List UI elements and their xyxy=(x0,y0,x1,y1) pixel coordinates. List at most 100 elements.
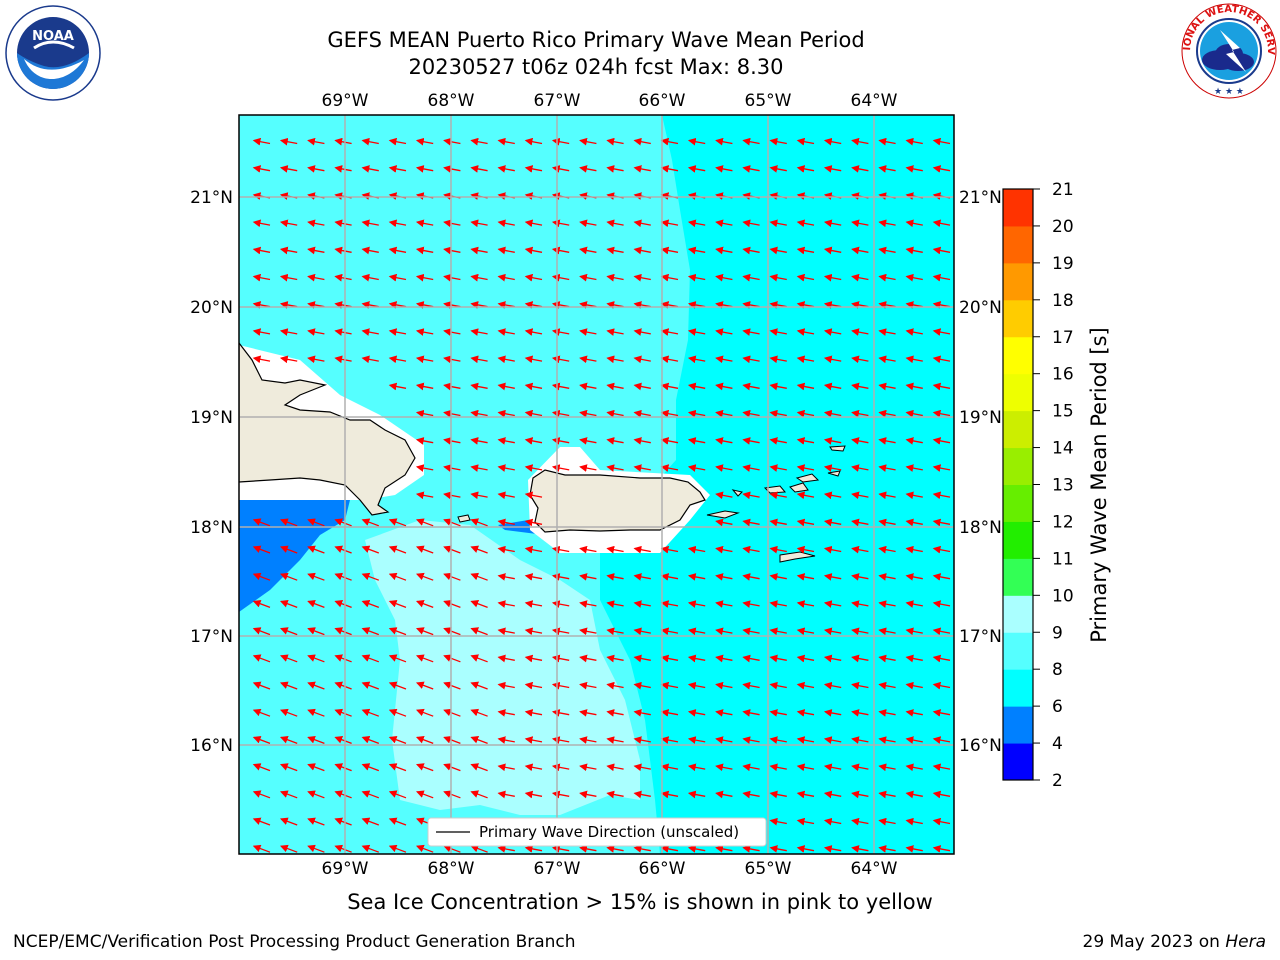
wave-vector xyxy=(524,328,543,336)
wave-vector xyxy=(851,409,869,418)
land-anegada xyxy=(827,470,841,477)
wave-vector xyxy=(551,219,570,228)
wave-vector xyxy=(334,165,352,173)
wave-vector xyxy=(796,382,815,391)
wave-vector xyxy=(334,246,352,255)
wave-vector xyxy=(470,681,488,690)
wave-vector xyxy=(769,137,787,146)
wave-vector xyxy=(279,790,298,799)
wave-vector xyxy=(524,600,543,608)
wave-vector xyxy=(932,491,951,500)
wave-vector xyxy=(279,681,298,690)
colorbar-segment xyxy=(1003,225,1033,264)
graticule xyxy=(239,115,954,854)
wave-vector xyxy=(932,600,951,608)
colorbar-segment xyxy=(1003,336,1033,375)
wave-vector xyxy=(796,328,815,336)
wave-vector xyxy=(252,328,271,336)
wave-vector xyxy=(579,165,597,173)
land-culebra xyxy=(731,489,743,497)
wave-vector xyxy=(579,790,597,799)
wave-vector xyxy=(932,328,951,336)
wave-vector xyxy=(579,845,597,853)
wave-vector xyxy=(851,382,869,391)
wave-vector xyxy=(932,681,951,690)
wave-vector xyxy=(388,246,407,255)
lat-label: 20°N xyxy=(190,298,233,318)
wave-vector xyxy=(307,328,325,336)
wave-vector xyxy=(307,600,325,609)
wave-vector xyxy=(252,165,271,173)
wave-vector xyxy=(307,518,325,527)
wave-vector xyxy=(606,573,624,581)
wave-vector xyxy=(687,328,706,336)
wave-vector xyxy=(388,219,407,228)
wave-vector xyxy=(742,763,760,772)
wave-vector xyxy=(905,790,923,799)
lon-label: 68°W xyxy=(428,91,475,111)
wave-vector xyxy=(579,464,597,472)
lon-label: 69°W xyxy=(322,859,369,879)
wave-vector xyxy=(715,382,733,391)
wave-vector xyxy=(470,437,488,445)
wave-vector xyxy=(660,246,679,255)
wave-vector xyxy=(742,273,760,282)
colorbar-tick-label: 9 xyxy=(1052,623,1063,643)
wave-vector xyxy=(579,681,597,690)
wave-vector xyxy=(851,763,869,772)
wave-vector xyxy=(932,165,951,173)
wave-vector xyxy=(415,708,434,717)
wave-vector xyxy=(823,709,842,717)
wave-vector xyxy=(279,763,298,772)
wave-vector xyxy=(823,137,842,146)
wave-vector xyxy=(470,165,488,173)
wave-vector xyxy=(769,246,787,255)
wave-vector xyxy=(851,328,869,336)
wave-vector xyxy=(307,736,325,745)
wave-vector xyxy=(279,572,298,581)
lat-label: 16°N xyxy=(959,736,1002,756)
lon-label: 64°W xyxy=(851,859,898,879)
wave-vector xyxy=(361,736,380,745)
wave-vector xyxy=(660,790,679,799)
chart-title: GEFS MEAN Puerto Rico Primary Wave Mean … xyxy=(327,28,865,52)
lon-label: 67°W xyxy=(534,859,581,879)
colorbar-tick-label: 19 xyxy=(1052,254,1074,274)
wave-vector xyxy=(470,627,488,636)
land-isla-saona xyxy=(457,514,471,523)
colorbar-tick-label: 14 xyxy=(1052,439,1074,459)
wave-vector xyxy=(606,328,624,336)
wave-vector xyxy=(443,627,461,636)
wave-vector xyxy=(687,681,706,690)
colorbar-tick-label: 17 xyxy=(1052,328,1074,348)
wave-vector xyxy=(823,464,842,472)
wave-vector xyxy=(633,165,651,173)
wave-vector xyxy=(279,219,298,228)
wave-vector xyxy=(497,137,515,146)
wave-vector xyxy=(334,681,352,690)
wave-vector xyxy=(524,790,543,799)
colorbar-segment xyxy=(1003,447,1033,485)
wave-vector xyxy=(851,709,869,717)
wave-vector xyxy=(497,627,515,636)
wave-vector xyxy=(796,736,815,744)
wave-vector xyxy=(715,518,733,527)
wave-vector xyxy=(715,219,733,228)
wave-vector xyxy=(415,165,434,173)
legend-label: Primary Wave Direction (unscaled) xyxy=(479,823,739,841)
wave-vector xyxy=(443,790,461,799)
wave-vector xyxy=(687,763,706,772)
wave-vector xyxy=(660,137,679,146)
wave-vector xyxy=(551,573,570,581)
wave-vector xyxy=(796,137,815,146)
wave-vector xyxy=(470,763,488,772)
colorbar-segment xyxy=(1003,632,1033,670)
wave-vector xyxy=(470,273,488,282)
wave-vector xyxy=(334,301,352,309)
wave-vector xyxy=(687,627,706,636)
wave-vector xyxy=(905,491,923,500)
wave-vector xyxy=(497,600,515,608)
colorbar-segment xyxy=(1003,484,1033,522)
wave-vector xyxy=(742,301,760,309)
wave-vector xyxy=(633,464,651,472)
